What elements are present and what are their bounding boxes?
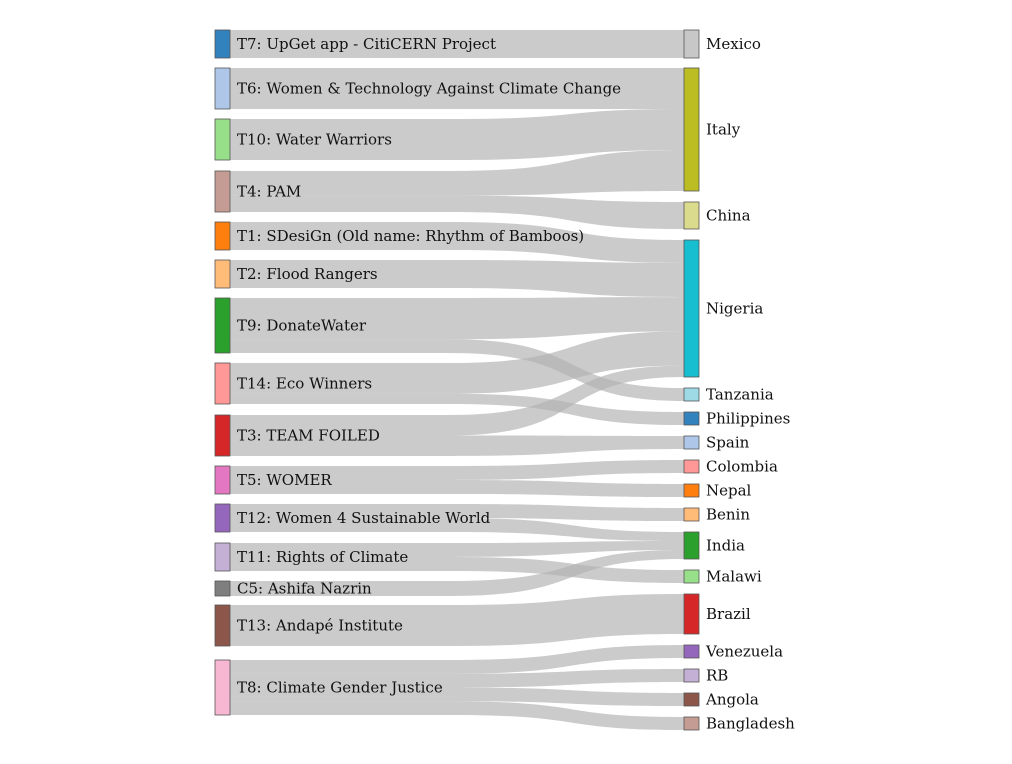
link-t10-to-italy (230, 109, 684, 160)
source-node-t2 (214, 259, 231, 289)
source-node-t4 (214, 170, 231, 213)
target-node-philippines (683, 411, 700, 426)
target-label-venezuela: Venezuela (705, 643, 783, 661)
target-node-rb (683, 668, 700, 683)
target-label-nepal: Nepal (706, 482, 752, 500)
link-t7-to-mexico (230, 30, 684, 58)
source-label-t3: T3: TEAM FOILED (237, 427, 380, 445)
source-node-t13 (214, 604, 231, 647)
link-t5-to-nepal (230, 480, 684, 497)
source-label-t4: T4: PAM (237, 183, 301, 201)
target-label-benin: Benin (706, 506, 750, 524)
source-node-t6 (214, 67, 231, 110)
source-node-t11 (214, 542, 231, 572)
source-node-t3 (214, 414, 231, 457)
source-node-t7 (214, 29, 231, 59)
link-t3-to-spain (230, 435, 684, 456)
target-label-china: China (706, 207, 751, 225)
source-label-t7: T7: UpGet app - CitiCERN Project (237, 35, 496, 53)
source-node-c5 (214, 580, 231, 597)
link-t5-to-colombia (230, 460, 684, 480)
target-node-china (683, 201, 700, 230)
source-label-c5: C5: Ashifa Nazrin (237, 580, 372, 598)
link-c5-to-india (230, 550, 684, 596)
target-node-angola (683, 692, 700, 707)
link-t6-to-italy (230, 68, 684, 109)
link-t4-to-china (230, 195, 684, 229)
target-node-malawi (683, 569, 700, 584)
source-label-t8: T8: Climate Gender Justice (237, 679, 443, 697)
link-t1-to-nigeria (230, 222, 684, 263)
target-label-spain: Spain (706, 434, 750, 452)
link-t2-to-nigeria (230, 260, 684, 298)
link-t9-to-nigeria (230, 297, 684, 340)
target-node-mexico (683, 29, 700, 59)
source-node-t12 (214, 503, 231, 533)
source-node-t5 (214, 465, 231, 495)
target-node-tanzania (683, 387, 700, 402)
link-t14-to-philippines (230, 393, 684, 425)
source-label-t9: T9: DonateWater (237, 317, 367, 335)
source-label-t2: T2: Flood Rangers (237, 265, 378, 283)
source-node-t8 (214, 659, 231, 716)
target-label-angola: Angola (705, 691, 759, 709)
source-node-t9 (214, 297, 231, 354)
link-t3-to-nigeria (230, 365, 684, 436)
target-label-india: India (706, 537, 745, 555)
source-node-t10 (214, 118, 231, 161)
source-node-t1 (214, 221, 231, 251)
link-t4-to-italy (230, 150, 684, 196)
source-label-t6: T6: Women & Technology Against Climate C… (237, 80, 621, 98)
labels-layer: T7: UpGet app - CitiCERN Project T6: Wome… (237, 35, 795, 733)
target-node-spain (683, 435, 700, 450)
target-node-nepal (683, 483, 700, 498)
target-label-bangladesh: Bangladesh (706, 715, 795, 733)
link-t11-to-india (230, 541, 684, 557)
source-label-t1: T1: SDesiGn (Old name: Rhythm of Bamboos… (237, 227, 584, 245)
source-label-t12: T12: Women 4 Sustainable World (237, 509, 491, 527)
target-node-india (683, 531, 700, 560)
target-label-colombia: Colombia (706, 458, 778, 476)
link-t8-to-venezuela (230, 645, 684, 674)
target-label-tanzania: Tanzania (706, 386, 774, 404)
source-label-t10: T10: Water Warriors (237, 131, 392, 149)
link-t8-to-bangladesh (230, 701, 684, 730)
source-label-t5: T5: WOMER (237, 471, 332, 489)
link-t14-to-nigeria (230, 331, 684, 394)
target-label-rb: RB (706, 667, 728, 685)
target-node-venezuela (683, 644, 700, 659)
target-node-bangladesh (683, 716, 700, 731)
target-label-brazil: Brazil (706, 605, 751, 623)
target-label-italy: Italy (706, 121, 741, 139)
target-label-malawi: Malawi (706, 568, 762, 586)
target-label-mexico: Mexico (706, 35, 761, 53)
target-node-italy (683, 67, 700, 192)
link-t8-to-angola (230, 687, 684, 706)
target-label-nigeria: Nigeria (706, 300, 763, 318)
link-t9-to-tanzania (230, 339, 684, 401)
source-label-t14: T14: Eco Winners (237, 375, 372, 393)
link-t12-to-india (230, 518, 684, 541)
link-t13-to-brazil (230, 594, 684, 646)
target-node-brazil (683, 593, 700, 635)
link-t12-to-benin (230, 504, 684, 521)
target-node-benin (683, 507, 700, 522)
target-label-philippines: Philippines (706, 410, 790, 428)
source-label-t13: T13: Andapé Institute (237, 617, 403, 635)
nodes-layer (214, 29, 700, 731)
source-node-t14 (214, 362, 231, 405)
target-node-nigeria (683, 239, 700, 378)
target-node-colombia (683, 459, 700, 474)
links-layer (230, 30, 684, 730)
link-t8-to-rb (230, 669, 684, 688)
source-label-t11: T11: Rights of Climate (237, 548, 408, 566)
